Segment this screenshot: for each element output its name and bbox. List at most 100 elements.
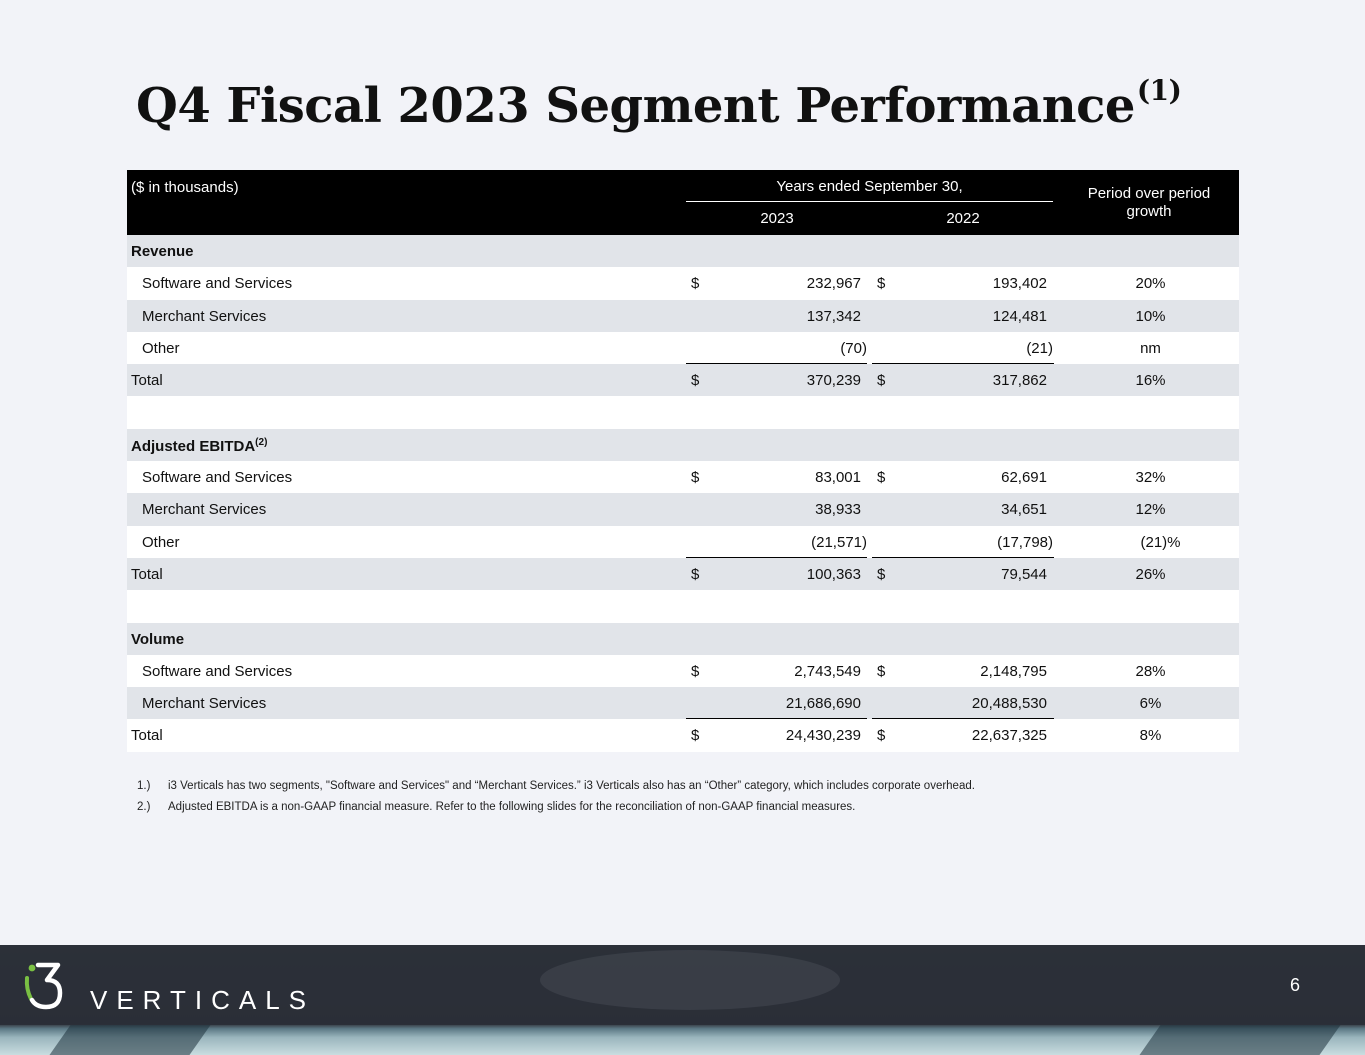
- growth-value: (21)%: [1140, 533, 1181, 551]
- row-label: Total: [131, 727, 163, 745]
- footer-band: [0, 945, 1365, 1025]
- value-2022: 124,481: [992, 307, 1047, 325]
- value-2023: (21,571): [811, 533, 867, 551]
- currency-symbol: $: [691, 565, 700, 583]
- row-label: Total: [131, 565, 163, 583]
- row-label: Total: [131, 372, 163, 390]
- subtotal-rule: [686, 363, 867, 365]
- currency-symbol: $: [691, 372, 700, 390]
- currency-symbol: $: [877, 372, 886, 390]
- currency-symbol: $: [877, 662, 886, 680]
- table-header: ($ in thousands) Years ended September 3…: [127, 170, 1239, 235]
- row-label: Merchant Services: [142, 695, 267, 713]
- page-number: 6: [1290, 975, 1301, 995]
- row-label: Other: [142, 533, 180, 551]
- currency-symbol: $: [691, 727, 700, 745]
- spacer-row: [127, 590, 1239, 623]
- value-2023: 232,967: [806, 275, 861, 293]
- title-footnote-ref: (1): [1136, 74, 1182, 107]
- footer-streak: [1139, 1025, 1341, 1055]
- footnote-text: Adjusted EBITDA is a non-GAAP financial …: [168, 801, 856, 813]
- table-row: Software and Services $ 232,967 $ 193,40…: [127, 267, 1239, 300]
- growth-header-line2: growth: [1126, 203, 1172, 220]
- growth-value: 20%: [1135, 275, 1166, 293]
- growth-value: 8%: [1139, 727, 1162, 745]
- value-2022: 62,691: [1001, 469, 1047, 487]
- growth-value: nm: [1140, 339, 1161, 357]
- row-label: Other: [142, 339, 180, 357]
- currency-symbol: $: [691, 662, 700, 680]
- year-2023-header: 2023: [760, 210, 794, 227]
- total-row: Total $ 370,239 $ 317,862 16%: [127, 364, 1239, 397]
- row-label: Software and Services: [142, 275, 293, 293]
- value-2023: 83,001: [815, 469, 861, 487]
- subtotal-rule: [872, 556, 1054, 558]
- units-label: ($ in thousands): [131, 179, 239, 196]
- page-title: Q4 Fiscal 2023 Segment Performance(1): [136, 74, 1182, 134]
- growth-value: 16%: [1135, 372, 1166, 390]
- table-row: Software and Services $ 2,743,549 $ 2,14…: [127, 654, 1239, 688]
- table-row: Other (70) (21) nm: [127, 331, 1239, 365]
- value-2022: (17,798): [997, 533, 1053, 551]
- value-2023: 2,743,549: [794, 662, 861, 680]
- growth-header: Period over period growth: [1077, 185, 1221, 221]
- row-label: Software and Services: [142, 469, 293, 487]
- value-2023: 21,686,690: [785, 695, 861, 713]
- value-2022: 20,488,530: [971, 695, 1047, 713]
- years-caption-rule: [686, 201, 1053, 202]
- table-row: Merchant Services 21,686,690 20,488,530 …: [127, 687, 1239, 720]
- value-2023: 370,239: [806, 372, 861, 390]
- value-2023: 24,430,239: [785, 727, 861, 745]
- total-row: Total $ 100,363 $ 79,544 26%: [127, 557, 1239, 591]
- value-2022: 317,862: [992, 372, 1047, 390]
- total-row: Total $ 24,430,239 $ 22,637,325 8%: [127, 719, 1239, 752]
- row-label: Software and Services: [142, 662, 293, 680]
- subtotal-rule: [686, 718, 867, 720]
- year-2022-header: 2022: [946, 210, 980, 227]
- currency-symbol: $: [691, 469, 700, 487]
- ebitda-heading-row: Adjusted EBITDA(2): [127, 428, 1239, 462]
- ebitda-footnote-ref: (2): [255, 436, 268, 448]
- currency-symbol: $: [691, 275, 700, 293]
- growth-header-line1: Period over period: [1087, 185, 1211, 202]
- currency-symbol: $: [877, 275, 886, 293]
- footnote-number: 2.): [137, 801, 151, 813]
- section-heading: Revenue: [131, 243, 194, 260]
- spacer-row: [127, 396, 1239, 429]
- footnote-number: 1.): [137, 780, 151, 792]
- growth-value: 28%: [1135, 662, 1166, 680]
- growth-value: 10%: [1135, 307, 1166, 325]
- currency-symbol: $: [877, 727, 886, 745]
- section-heading: Adjusted EBITDA(2): [131, 437, 267, 455]
- currency-symbol: $: [877, 469, 886, 487]
- footer-banner: VERTICALS 6: [0, 945, 1365, 1055]
- value-2022: 22,637,325: [971, 727, 1047, 745]
- value-2022: 2,148,795: [980, 662, 1047, 680]
- growth-value: 12%: [1135, 501, 1166, 519]
- section-heading-text: Adjusted EBITDA: [131, 437, 256, 455]
- value-2022: (21): [1026, 339, 1053, 357]
- value-2022: 79,544: [1001, 565, 1047, 583]
- value-2022: 193,402: [992, 275, 1047, 293]
- growth-value: 32%: [1135, 469, 1166, 487]
- value-2022: 34,651: [1001, 501, 1047, 519]
- growth-value: 6%: [1139, 695, 1162, 713]
- value-2023: 38,933: [815, 501, 861, 519]
- subtotal-rule: [872, 718, 1054, 720]
- revenue-heading-row: Revenue: [127, 235, 1239, 268]
- table-row: Merchant Services 137,342 124,481 10%: [127, 299, 1239, 332]
- row-label: Merchant Services: [142, 307, 267, 325]
- segment-performance-table: ($ in thousands) Years ended September 3…: [127, 170, 1239, 752]
- table-row: Software and Services $ 83,001 $ 62,691 …: [127, 461, 1239, 494]
- row-label: Merchant Services: [142, 501, 267, 519]
- subtotal-rule: [686, 556, 867, 558]
- page-title-text: Q4 Fiscal 2023 Segment Performance: [136, 78, 1135, 134]
- volume-heading-row: Volume: [127, 622, 1239, 655]
- years-caption: Years ended September 30,: [776, 178, 963, 195]
- i3-logo-icon: [24, 962, 63, 1010]
- growth-value: 26%: [1135, 565, 1166, 583]
- company-logo: VERTICALS: [20, 959, 306, 1015]
- table-row: Other (21,571) (17,798) (21)%: [127, 525, 1239, 558]
- value-2023: (70): [840, 339, 867, 357]
- footnote-text: i3 Verticals has two segments, "Software…: [168, 780, 975, 792]
